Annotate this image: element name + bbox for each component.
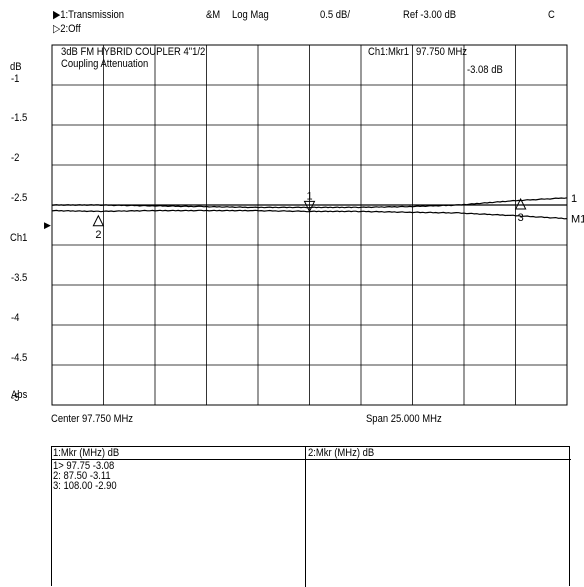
center-frequency: Center 97.750 MHz — [51, 413, 134, 425]
marker-table-1-header: 1:Mkr (MHz) dB — [53, 447, 120, 459]
y-tick-label: -4 — [11, 312, 20, 324]
format-code: &M — [206, 9, 221, 21]
y-tick-label: -5 — [11, 392, 20, 404]
marker-row-3: 3: 108.00 -2.90 — [53, 480, 117, 492]
marker-1-label: 1 — [307, 190, 313, 202]
marker-row-1: 1> 97.75 -3.08 — [53, 460, 115, 472]
channel2-label: ▷2:Off — [53, 23, 81, 35]
trace-end-label: M1 — [571, 214, 584, 226]
span-frequency: Span 25.000 MHz — [366, 413, 442, 425]
active-marker-freq: 97.750 MHz — [416, 46, 468, 58]
y-tick-label: -2 — [11, 152, 20, 164]
y-tick-label: -2.5 — [11, 192, 28, 204]
y-axis-abs: Abs — [11, 389, 28, 401]
corner-label: C — [548, 9, 555, 21]
trace-memory — [51, 197, 568, 209]
y-tick-label: Ch1 — [10, 232, 28, 244]
trace-markers: 1 2 3 — [92, 190, 527, 241]
marker-table-2-header: 2:Mkr (MHz) dB — [308, 447, 375, 459]
marker-1-triangle — [303, 200, 316, 213]
y-tick-label: -3.5 — [11, 272, 28, 284]
scale-label: 0.5 dB/ — [320, 9, 350, 21]
trace-plot: 1 2 3 1 M1 — [51, 44, 584, 406]
marker-2-label: 2 — [95, 229, 101, 241]
trace-end-labels: 1 M1 — [571, 193, 584, 226]
ch1-pointer: ▶ — [44, 220, 51, 230]
table-header-rule — [52, 459, 571, 460]
marker-3-triangle — [514, 197, 527, 210]
active-marker-value: -3.08 dB — [467, 64, 503, 76]
y-axis-unit: dB — [10, 61, 22, 73]
marker-row-2: 2: 87.50 -3.11 — [53, 470, 111, 482]
ref-label: Ref -3.00 dB — [403, 9, 457, 21]
marker-table-panel: 1:Mkr (MHz) dB 2:Mkr (MHz) dB 1> 97.75 -… — [51, 446, 571, 587]
y-tick-label: -4.5 — [11, 352, 28, 364]
chart-title: 3dB FM HYBRID COUPLER 4"1/2 — [61, 46, 206, 58]
table-divider — [305, 447, 306, 587]
chart-subtitle: Coupling Attenuation — [61, 58, 149, 70]
plot-grid — [51, 44, 568, 406]
y-tick-label: -1.5 — [11, 112, 28, 124]
y-tick-label: -1 — [11, 73, 20, 85]
marker-3-label: 3 — [518, 212, 524, 224]
trace-end-label: 1 — [571, 193, 577, 205]
channel1-label: ▶1:Transmission — [53, 9, 125, 21]
active-marker-label: Ch1:Mkr1 — [368, 46, 410, 58]
format-label: Log Mag — [232, 9, 269, 21]
marker-2-triangle — [92, 214, 105, 227]
